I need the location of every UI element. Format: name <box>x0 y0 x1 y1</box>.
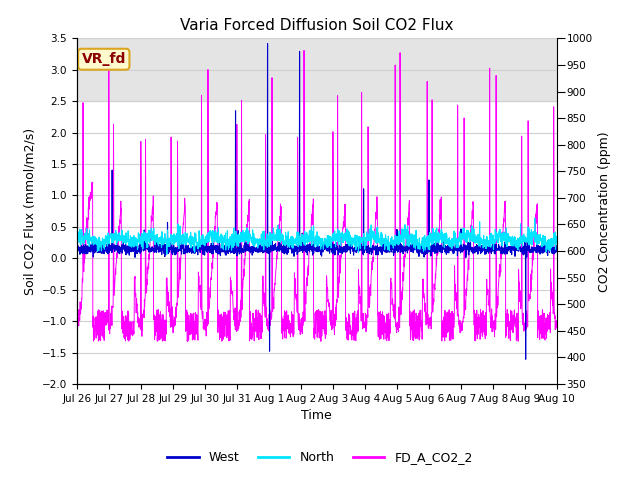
FD_A_CO2_2 <box>524 118 532 124</box>
FD_A_CO2_2 <box>456 330 464 336</box>
FD_A_CO2_2 <box>207 275 214 281</box>
West <box>553 245 561 251</box>
FD_A_CO2_2 <box>73 325 81 331</box>
Line: North: North <box>77 218 557 254</box>
West <box>456 246 464 252</box>
North <box>456 239 464 244</box>
X-axis label: Time: Time <box>301 409 332 422</box>
West <box>341 243 349 249</box>
Title: Varia Forced Diffusion Soil CO2 Flux: Varia Forced Diffusion Soil CO2 Flux <box>180 18 454 33</box>
North <box>531 216 539 221</box>
North <box>163 252 171 257</box>
Bar <box>77 38 557 101</box>
FD_A_CO2_2 <box>300 48 308 53</box>
Text: VR_fd: VR_fd <box>82 52 126 66</box>
North <box>330 238 338 243</box>
FD_A_CO2_2 <box>184 338 191 344</box>
North <box>524 238 532 243</box>
West <box>73 246 81 252</box>
West <box>330 242 338 248</box>
West <box>207 243 214 249</box>
Line: FD_A_CO2_2: FD_A_CO2_2 <box>77 50 557 341</box>
West <box>522 356 529 362</box>
West <box>511 241 518 247</box>
Legend: West, North, FD_A_CO2_2: West, North, FD_A_CO2_2 <box>163 446 477 469</box>
Line: West: West <box>77 44 557 359</box>
FD_A_CO2_2 <box>511 313 518 319</box>
West <box>524 243 532 249</box>
Y-axis label: Soil CO2 Flux (mmol/m2/s): Soil CO2 Flux (mmol/m2/s) <box>23 128 36 295</box>
FD_A_CO2_2 <box>341 202 349 207</box>
FD_A_CO2_2 <box>331 332 339 337</box>
North <box>207 228 214 234</box>
West <box>264 41 271 47</box>
North <box>73 237 81 242</box>
North <box>341 237 349 242</box>
North <box>511 240 518 246</box>
North <box>553 236 561 241</box>
FD_A_CO2_2 <box>553 324 561 330</box>
Y-axis label: CO2 Concentration (ppm): CO2 Concentration (ppm) <box>598 131 611 291</box>
